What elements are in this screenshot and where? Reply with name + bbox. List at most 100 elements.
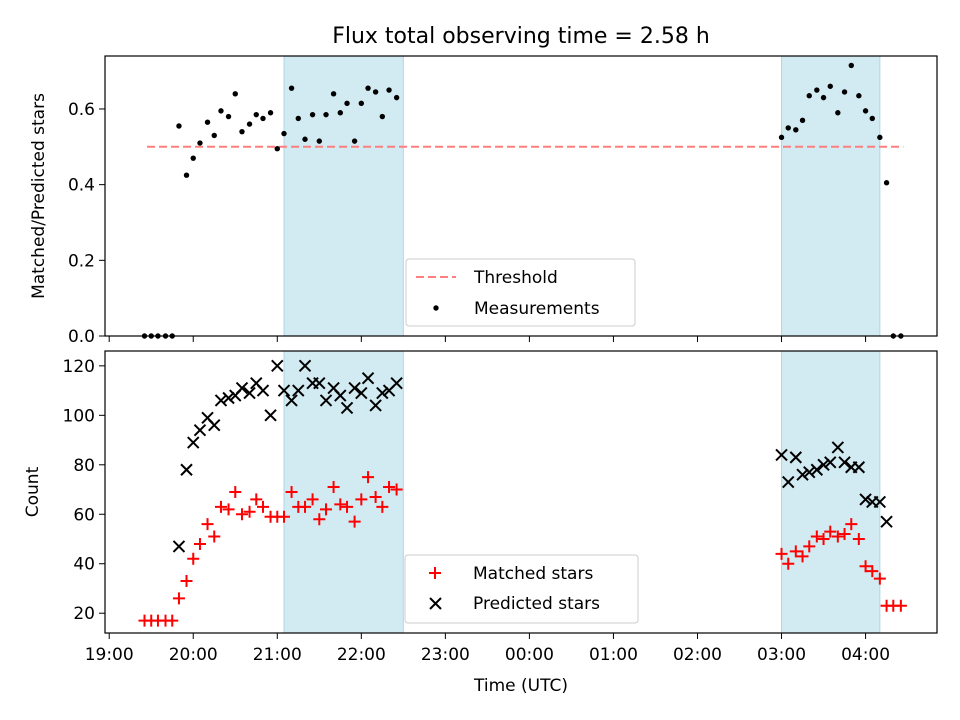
measurement-point [204, 119, 211, 125]
measurement-point [393, 94, 400, 101]
matched-star-point [285, 486, 298, 498]
bottom-legend: Matched stars Predicted stars [404, 554, 639, 624]
matched-star-point [824, 525, 837, 538]
matched-star-point [278, 510, 291, 523]
predicted-star-point [880, 515, 893, 528]
predicted-star-point [390, 376, 403, 390]
predicted-star-point [831, 441, 845, 454]
predicted-star-point [852, 461, 866, 474]
predicted-star-point [824, 456, 837, 469]
matched-star-point [796, 550, 809, 563]
x-tick-label: 02:00 [673, 645, 722, 665]
predicted-star-point [319, 394, 333, 407]
x-tick-label: 00:00 [505, 645, 554, 665]
bottom-y-axis-label: Count [23, 466, 43, 517]
matched-star-point [376, 500, 389, 513]
measurement-point [197, 140, 203, 146]
bottom-panel: 20 40 60 80 100 120 19:00 20:00 21:00 22:00 23:00… [23, 350, 938, 696]
legend-matched-swatch [429, 567, 441, 579]
matched-star-point [299, 500, 312, 513]
x-axis-label: Time (UTC) [473, 676, 568, 696]
measurement-point [267, 110, 274, 116]
predicted-star-point [859, 493, 872, 506]
measurement-point [183, 172, 190, 178]
measurement-point [281, 130, 287, 137]
measurement-point [246, 121, 253, 127]
chart-title: Flux total observing time = 2.58 h [332, 24, 710, 49]
measurement-point [848, 62, 854, 69]
predicted-star-point [298, 359, 312, 373]
measurement-point [856, 93, 862, 99]
measurement-point [365, 85, 371, 91]
bottom-y-tick-label: 60 [73, 505, 95, 525]
measurement-point [295, 115, 301, 122]
predicted-star-point [376, 386, 389, 400]
measurement-point [330, 91, 337, 97]
matched-star-point [831, 530, 844, 543]
matched-star-point [355, 493, 368, 506]
matched-star-point [180, 575, 193, 588]
predicted-star-point [172, 540, 186, 553]
measurement-point [372, 89, 379, 95]
measurement-point [785, 125, 791, 131]
bottom-x-ticks: 19:00 20:00 21:00 22:00 23:00 00:00 01:00 02:00… [85, 633, 890, 665]
bottom-y-tick-label: 20 [73, 604, 95, 624]
predicted-star-point [810, 463, 824, 476]
matched-star-point [313, 513, 326, 526]
legend-predicted-swatch [429, 597, 442, 610]
measurement-point [835, 110, 841, 116]
matched-star-point [222, 503, 235, 516]
measurement-point [225, 113, 232, 120]
predicted-star-point [271, 359, 284, 373]
top-y-tick-label: 0.4 [68, 176, 95, 196]
measurement-point [806, 93, 812, 99]
matched-star-point [235, 508, 248, 521]
predicted-star-point [180, 463, 193, 476]
x-tick-label: 20:00 [169, 645, 218, 665]
measurement-point [239, 128, 245, 135]
predicted-star-point [193, 423, 207, 437]
predicted-star-point [361, 372, 375, 385]
predicted-star-point [285, 394, 298, 407]
matched-star-point [341, 500, 354, 513]
measurement-point [841, 89, 848, 95]
predicted-star-point [838, 456, 851, 469]
predicted-star-point [782, 475, 795, 489]
measurement-point [260, 115, 266, 122]
predicted-star-point [803, 466, 816, 479]
matched-star-point [859, 560, 872, 573]
measurement-point [793, 127, 799, 133]
measurement-points [141, 62, 904, 339]
measurement-point [302, 136, 308, 142]
bottom-y-tick-label: 80 [73, 456, 95, 476]
measurement-point [218, 108, 224, 114]
matched-star-point [369, 490, 382, 503]
measurement-point [814, 87, 820, 93]
matched-star-point [187, 552, 200, 565]
top-legend: Threshold Measurements [405, 258, 636, 327]
measurement-point [274, 146, 280, 152]
matched-star-point [803, 540, 816, 553]
predicted-star-point [817, 458, 830, 471]
predicted-star-point [187, 436, 200, 449]
measurement-point [883, 180, 890, 186]
predicted-star-point [277, 384, 291, 397]
matched-star-point [383, 481, 396, 494]
measurement-point [176, 123, 182, 129]
measurement-point [877, 134, 883, 141]
shaded-interval-2 [781, 350, 881, 634]
measurement-point [358, 100, 365, 106]
matched-star-point [243, 505, 256, 518]
measurement-point [323, 111, 329, 118]
predicted-star-point [208, 419, 221, 432]
predicted-star-point [214, 394, 228, 407]
x-tick-label: 03:00 [757, 645, 806, 665]
top-x-ticks [108, 336, 867, 342]
matched-star-point [193, 537, 206, 550]
x-tick-label: 21:00 [253, 645, 302, 665]
matched-star-point [782, 557, 795, 570]
measurement-point [253, 111, 259, 118]
predicted-star-point [775, 448, 788, 462]
matched-star-point [208, 530, 221, 543]
